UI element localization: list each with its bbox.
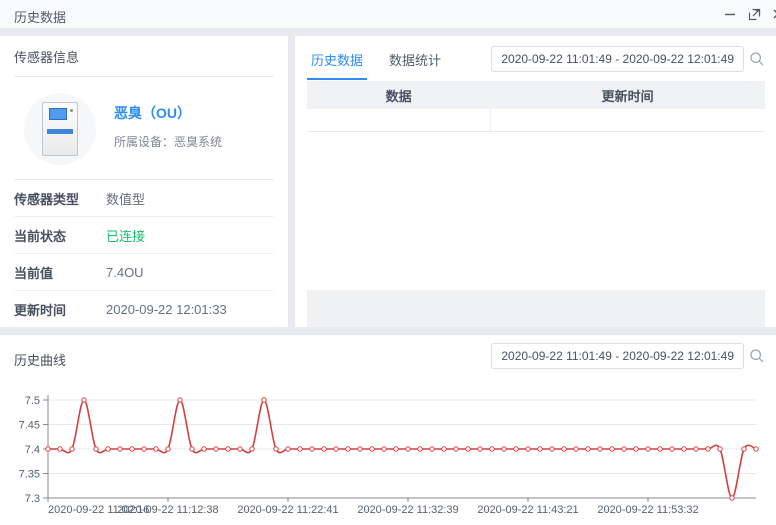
date-range-input[interactable]: 2020-09-22 11:01:49 - 2020-09-22 12:01:4… xyxy=(491,46,744,72)
field-label: 当前状态 xyxy=(14,228,67,244)
table-row-empty xyxy=(307,109,765,132)
history-data-panel: 历史数据 数据统计 2020-09-22 11:01:49 - 2020-09-… xyxy=(295,36,776,327)
field-current-status: 当前状态 已连接 xyxy=(14,217,274,254)
divider xyxy=(14,179,274,180)
sensor-panel-title: 传感器信息 xyxy=(14,50,80,65)
field-value: 2020-09-22 12:01:33 xyxy=(106,301,227,317)
close-icon[interactable] xyxy=(766,2,776,26)
svg-text:7.3: 7.3 xyxy=(25,493,40,505)
curve-panel-title: 历史曲线 xyxy=(14,353,67,368)
pagination-area xyxy=(307,290,765,327)
field-update-time: 更新时间 2020-09-22 12:01:33 xyxy=(14,291,274,328)
svg-text:2020-09-22 11:02:16: 2020-09-22 11:02:16 xyxy=(48,504,149,516)
sensor-info-panel: 传感器信息 恶臭（OU） 所属设备：恶臭系统 传感器类型 数值型 当前状态 已连… xyxy=(0,36,288,328)
sensor-avatar xyxy=(24,93,96,165)
history-curve-panel: 历史曲线 2020-09-22 11:01:49 - 2020-09-22 12… xyxy=(0,335,776,525)
curve-date-range-input[interactable]: 2020-09-22 11:01:49 - 2020-09-22 12:01:4… xyxy=(491,343,744,369)
svg-text:2020-09-22 11:53:32: 2020-09-22 11:53:32 xyxy=(597,504,698,516)
svg-text:2020-09-22 11:22:41: 2020-09-22 11:22:41 xyxy=(237,504,338,516)
svg-text:2020-09-22 11:32:39: 2020-09-22 11:32:39 xyxy=(357,504,458,516)
field-value: 数值型 xyxy=(106,191,146,207)
field-current-value: 当前值 7.4OU xyxy=(14,254,274,291)
history-data-table: 数据 更新时间 xyxy=(307,81,765,132)
divider xyxy=(14,76,274,77)
svg-text:2020-09-22 11:43:21: 2020-09-22 11:43:21 xyxy=(477,504,578,516)
sensor-device-illustration xyxy=(42,102,78,156)
search-icon[interactable] xyxy=(749,51,765,67)
svg-text:7.4: 7.4 xyxy=(25,444,40,456)
window-titlebar: 历史数据 xyxy=(0,0,776,28)
field-label: 传感器类型 xyxy=(14,191,80,207)
expand-icon[interactable] xyxy=(742,2,766,26)
status-badge: 已连接 xyxy=(106,228,146,244)
tab-history-data[interactable]: 历史数据 xyxy=(307,44,368,80)
minimize-icon[interactable] xyxy=(718,2,742,26)
search-icon[interactable] xyxy=(749,348,765,364)
svg-text:7.45: 7.45 xyxy=(19,420,40,432)
sensor-name-link[interactable]: 恶臭（OU） xyxy=(114,105,191,121)
svg-text:2020-09-22 11:12:38: 2020-09-22 11:12:38 xyxy=(117,504,218,516)
window-title: 历史数据 xyxy=(14,10,67,25)
field-sensor-type: 传感器类型 数值型 xyxy=(14,180,274,217)
column-header-data: 数据 xyxy=(307,81,491,109)
sensor-parent-device: 所属设备：恶臭系统 xyxy=(114,135,223,149)
field-value: 7.4OU xyxy=(106,264,144,280)
column-header-update-time: 更新时间 xyxy=(490,81,765,109)
sensor-profile: 恶臭（OU） 所属设备：恶臭系统 xyxy=(0,77,288,179)
field-label: 更新时间 xyxy=(14,302,67,318)
tab-bar: 历史数据 数据统计 xyxy=(307,44,463,80)
svg-text:7.35: 7.35 xyxy=(19,469,40,481)
window-controls xyxy=(718,0,776,28)
svg-text:7.5: 7.5 xyxy=(25,395,40,407)
field-label: 当前值 xyxy=(14,265,54,281)
tab-data-statistics[interactable]: 数据统计 xyxy=(389,53,442,68)
